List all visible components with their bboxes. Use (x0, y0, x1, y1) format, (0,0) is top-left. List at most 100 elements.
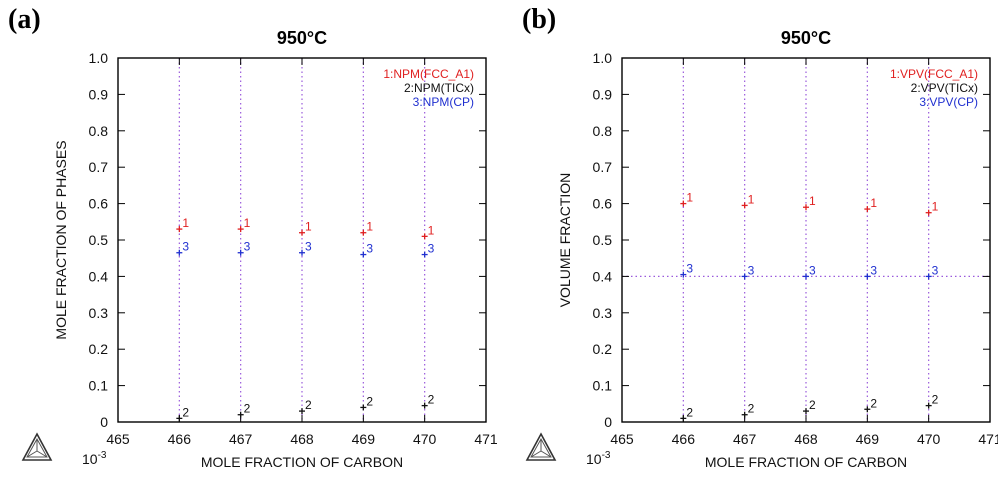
y-tick-label: 0.3 (593, 305, 613, 321)
y-tick-label: 0.1 (89, 378, 109, 394)
point-label: 1 (809, 194, 816, 208)
point-label: 2 (870, 396, 877, 410)
logo-line (26, 450, 38, 458)
triangle-logo-icon (21, 432, 53, 461)
point-label: 3 (809, 263, 816, 277)
data-point: 2 (803, 398, 816, 415)
data-point: 1 (680, 191, 693, 207)
y-tick-label: 0.4 (89, 268, 109, 284)
y-tick-label: 0.6 (89, 196, 109, 212)
data-point: 1 (237, 216, 251, 233)
legend-entry: 1:NPM(FCC_A1) (383, 67, 474, 81)
point-label: 1 (305, 220, 312, 234)
data-point: 2 (176, 405, 189, 422)
panel-letter-b: (b) (522, 4, 557, 35)
point-label: 2 (809, 398, 816, 412)
chart-panel-a: 950°C 0 0.1 0.2 0.3 0.4 0.5 0.6 0.7 0.8 0.9 1.0 465 4… (21, 28, 498, 470)
logo-line (540, 450, 552, 458)
data-point: 1 (176, 216, 189, 233)
x-tick-label: 468 (794, 431, 818, 447)
triangle-logo-icon (525, 432, 557, 461)
data-point: 3 (176, 240, 189, 256)
data-point: 3 (680, 262, 693, 278)
point-label: 1 (366, 220, 373, 234)
x-tick-label: 467 (229, 431, 253, 447)
point-label: 2 (686, 405, 693, 419)
x-tick-label: 466 (168, 431, 192, 447)
point-label: 3 (428, 242, 435, 256)
x-tick-label: 467 (733, 431, 757, 447)
y-tick-label: 0.4 (593, 268, 613, 284)
data-point: 3 (421, 242, 435, 258)
point-label: 1 (182, 216, 189, 230)
y-tick-label: 0.2 (593, 341, 613, 357)
point-label: 2 (932, 393, 939, 407)
x-tick-label: 465 (610, 431, 634, 447)
logo-inner-triangle (26, 437, 48, 458)
point-label: 2 (428, 393, 435, 407)
x-multiplier-label: 10-3 (586, 450, 611, 467)
y-tick-label: 0 (604, 414, 612, 430)
x-tick-label: 468 (290, 431, 314, 447)
data-point: 3 (864, 263, 877, 280)
data-point: 2 (864, 396, 877, 413)
data-point: 1 (803, 194, 816, 211)
y-tick-label: 0.8 (593, 123, 613, 139)
y-tick-label: 0.9 (593, 86, 613, 102)
point-label: 1 (870, 196, 877, 210)
y-tick-label: 0.6 (593, 196, 613, 212)
point-label: 2 (182, 405, 189, 419)
legend-entry: 3:NPM(CP) (413, 95, 474, 109)
point-label: 3 (748, 263, 755, 277)
x-tick-label: 466 (672, 431, 696, 447)
chart-panel-b: 950°C 0 0.1 0.2 0.3 0.4 0.5 0.6 0.7 0.8 0.9 1.0 465 4… (525, 28, 998, 470)
data-point: 1 (360, 220, 373, 236)
x-tick-label: 469 (856, 431, 880, 447)
y-axis-label: VOLUME FRACTION (557, 173, 573, 308)
panel-letter-a: (a) (8, 4, 41, 35)
y-tick-label: 0.5 (593, 232, 613, 248)
data-point: 1 (741, 192, 755, 209)
data-point: 1 (925, 200, 939, 216)
logo-outer-triangle (525, 432, 557, 461)
y-tick-label: 0.3 (89, 305, 109, 321)
y-tick-label: 0.7 (89, 159, 109, 175)
x-tick-label: 470 (917, 431, 941, 447)
y-tick-label: 0.7 (593, 159, 613, 175)
y-axis-label: MOLE FRACTION OF PHASES (53, 140, 69, 339)
point-label: 3 (182, 240, 189, 254)
y-tick-label: 1.0 (593, 50, 613, 66)
x-tick-label: 465 (106, 431, 130, 447)
point-label: 1 (244, 216, 251, 230)
y-tick-label: 0.9 (89, 86, 109, 102)
point-label: 2 (366, 394, 373, 408)
logo-line (530, 450, 542, 458)
logo-line (36, 450, 48, 458)
legend-entry: 1:VPV(FCC_A1) (890, 67, 978, 81)
data-point: 3 (360, 242, 373, 258)
data-point: 3 (741, 263, 755, 280)
x-tick-label: 469 (352, 431, 376, 447)
chart-title: 950°C (277, 28, 327, 48)
y-tick-label: 1.0 (89, 50, 109, 66)
y-tick-label: 0.5 (89, 232, 109, 248)
data-point: 3 (925, 263, 939, 280)
point-label: 3 (932, 263, 939, 277)
x-axis-label: MOLE FRACTION OF CARBON (201, 454, 403, 470)
logo-outer-triangle (21, 432, 53, 461)
legend-entry: 3:VPV(CP) (919, 95, 978, 109)
point-label: 2 (748, 402, 755, 416)
data-point: 2 (299, 398, 312, 415)
data-point: 1 (421, 223, 435, 240)
x-tick-label: 471 (474, 431, 498, 447)
point-label: 3 (686, 262, 693, 276)
data-point: 2 (741, 402, 755, 418)
x-multiplier-label: 10-3 (82, 450, 107, 467)
y-tick-label: 0.8 (89, 123, 109, 139)
data-point: 2 (421, 393, 435, 409)
point-label: 1 (686, 191, 693, 205)
data-point: 3 (803, 263, 816, 280)
x-tick-label: 471 (978, 431, 998, 447)
point-label: 2 (305, 398, 312, 412)
